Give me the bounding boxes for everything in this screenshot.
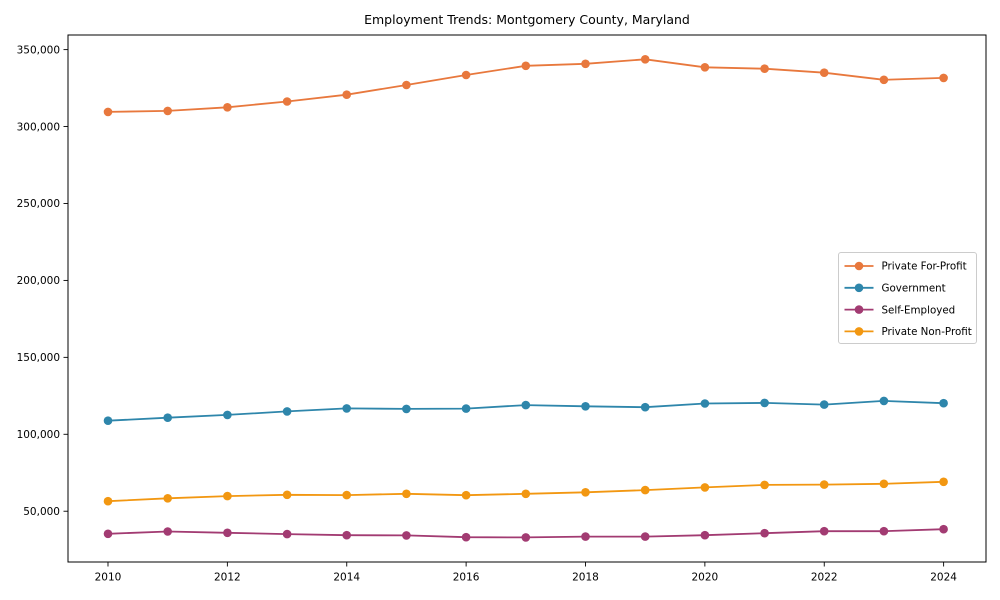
x-axis-tick-label: 2020 (692, 572, 719, 584)
legend-marker-icon (854, 283, 864, 293)
y-axis-tick-label: 350,000 (17, 44, 60, 56)
legend-marker-icon (854, 327, 864, 336)
series-marker-government (163, 413, 172, 423)
series-marker-private-for-profit (640, 55, 650, 64)
series-marker-private-non-profit (223, 491, 232, 501)
series-marker-self-employed (760, 528, 769, 538)
y-axis-tick-label: 50,000 (23, 506, 60, 518)
series-marker-self-employed (282, 529, 292, 539)
series-marker-self-employed (700, 530, 710, 540)
series-marker-private-for-profit (760, 64, 769, 73)
series-marker-private-for-profit (342, 90, 352, 99)
x-axis-tick-label: 2014 (333, 572, 360, 584)
series-marker-private-non-profit (103, 496, 113, 506)
series-marker-government (640, 402, 650, 412)
series-marker-private-non-profit (879, 479, 889, 489)
series-marker-government (402, 404, 411, 414)
series-marker-private-non-profit (939, 477, 948, 487)
series-marker-government (282, 407, 292, 416)
legend-marker-icon (854, 261, 864, 271)
series-marker-self-employed (521, 533, 531, 542)
series-marker-self-employed (223, 528, 232, 538)
x-axis-tick-label: 2018 (572, 572, 599, 584)
series-marker-private-non-profit (521, 489, 531, 499)
series-marker-private-for-profit (402, 80, 411, 90)
series-marker-private-non-profit (282, 490, 292, 500)
series-marker-private-for-profit (223, 103, 232, 112)
series-marker-self-employed (939, 524, 948, 534)
plot-border (67, 34, 987, 563)
series-marker-government (819, 400, 829, 409)
y-axis-tick-label: 100,000 (17, 429, 60, 441)
series-marker-self-employed (402, 531, 411, 540)
legend-label: Self-Employed (882, 304, 956, 316)
series-marker-self-employed (819, 526, 829, 536)
series-marker-self-employed (103, 529, 113, 539)
series-marker-government (103, 416, 113, 426)
chart-title: Employment Trends: Montgomery County, Ma… (364, 12, 690, 27)
series-marker-government (581, 402, 590, 411)
series-marker-private-non-profit (760, 480, 769, 490)
legend-item-government: Government (844, 283, 946, 295)
y-axis-tick-label: 150,000 (17, 352, 60, 364)
series-marker-self-employed (879, 526, 889, 536)
series-marker-private-non-profit (819, 480, 829, 489)
legend: Private For-Profit Government Self-Employe… (838, 252, 977, 344)
legend-marker-icon (854, 305, 864, 314)
series-marker-private-non-profit (461, 490, 471, 500)
series-marker-government (342, 404, 352, 413)
series-marker-government (879, 396, 889, 406)
series-marker-government (939, 398, 948, 408)
series-marker-private-for-profit (939, 73, 948, 83)
legend-label: Private For-Profit (882, 261, 967, 273)
series-marker-private-for-profit (521, 61, 531, 71)
series-marker-self-employed (461, 532, 471, 542)
series-marker-self-employed (342, 530, 352, 540)
x-axis-tick-label: 2016 (453, 572, 480, 584)
legend-item-private-non-profit: Private Non-Profit (844, 326, 972, 338)
series-marker-private-for-profit (163, 106, 172, 116)
series-marker-government (461, 404, 471, 413)
y-axis-tick-label: 250,000 (17, 198, 60, 210)
series-marker-government (760, 398, 769, 408)
series-marker-private-non-profit (581, 488, 590, 497)
series-marker-self-employed (640, 532, 650, 541)
series-marker-self-employed (163, 527, 172, 536)
x-axis-tick-label: 2024 (930, 572, 957, 584)
series-marker-private-non-profit (163, 494, 172, 503)
series-marker-private-for-profit (581, 59, 590, 69)
series-marker-private-for-profit (282, 97, 292, 106)
legend-label: Private Non-Profit (882, 326, 972, 338)
series-marker-private-for-profit (819, 68, 829, 77)
series-marker-government (521, 400, 531, 410)
y-axis-tick-label: 300,000 (17, 121, 60, 133)
series-marker-private-for-profit (461, 70, 471, 80)
series-marker-private-non-profit (402, 489, 411, 499)
series-marker-private-non-profit (700, 483, 710, 492)
x-axis-tick-label: 2022 (811, 572, 838, 584)
series-marker-self-employed (581, 532, 590, 541)
legend-box (838, 252, 977, 344)
series-marker-private-for-profit (700, 63, 710, 72)
series-marker-private-non-profit (342, 490, 352, 500)
series-marker-government (223, 410, 232, 420)
legend-item-self-employed: Self-Employed (844, 304, 956, 316)
y-axis-tick-label: 200,000 (17, 275, 60, 287)
series-marker-private-non-profit (640, 485, 650, 495)
x-axis-tick-label: 2012 (214, 572, 241, 584)
series-marker-private-for-profit (879, 75, 889, 85)
legend-item-private-for-profit: Private For-Profit (844, 261, 967, 273)
series-marker-government (700, 399, 710, 408)
legend-label: Government (882, 283, 946, 295)
series-marker-private-for-profit (103, 107, 113, 117)
x-axis-tick-label: 2010 (95, 572, 122, 584)
